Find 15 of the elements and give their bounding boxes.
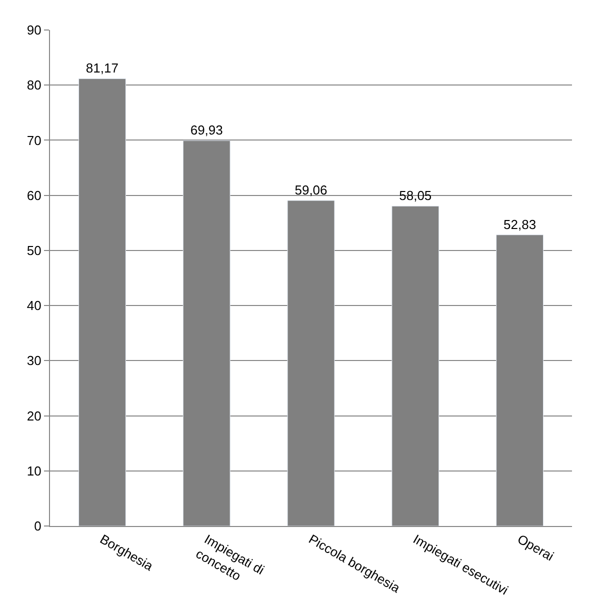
y-tick-label: 50: [26, 242, 42, 258]
y-tick-label: 10: [26, 463, 42, 478]
y-tick-label: 60: [26, 188, 42, 203]
data-label: 52,83: [504, 216, 536, 232]
y-tick-label: 70: [26, 132, 42, 148]
y-tick-label: 30: [26, 353, 42, 368]
data-label: 81,17: [86, 60, 118, 76]
y-tick-label: 20: [26, 408, 42, 424]
data-label: 69,93: [190, 122, 223, 138]
y-tick-label: 80: [26, 78, 42, 93]
y-tick-label: 90: [26, 22, 42, 38]
y-tick-label: 0: [34, 518, 42, 534]
data-label: 59,06: [294, 182, 328, 198]
y-tick-label: 40: [26, 298, 42, 314]
data-label: 58,05: [399, 188, 432, 204]
